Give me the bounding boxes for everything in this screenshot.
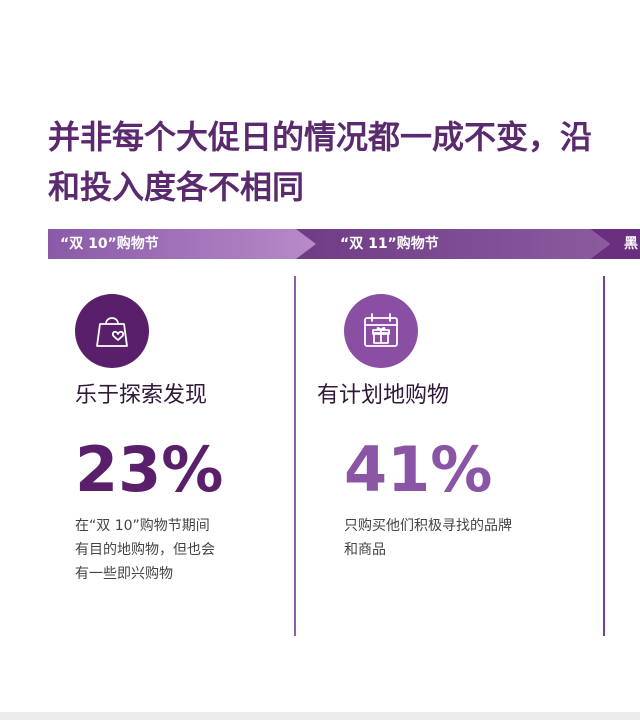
headline-line-1-text: 并非每个大促日的情况都一成不变， <box>48 118 561 156</box>
headline-line-1: 并非每个大促日的情况都一成不变，沿 <box>48 112 640 162</box>
banner-double-10-label: “双 10”购物节 <box>60 236 159 252</box>
column-2-desc-line-1: 只购买他们积极寻找的品牌 <box>344 518 512 534</box>
headline-line-2: 和投入度各不相同 <box>48 168 305 206</box>
banner-double-10: “双 10”购物节 <box>48 229 320 259</box>
column-1-stat: 23% <box>75 433 224 506</box>
column-1-desc-line-2: 有目的地购物，但也会 <box>75 542 215 558</box>
calendar-gift-icon <box>344 294 418 368</box>
headline: 并非每个大促日的情况都一成不变，沿 和投入度各不相同 <box>48 112 640 212</box>
banner-double-11: “双 11”购物节 <box>296 229 610 259</box>
shopping-bag-heart-icon <box>75 294 149 368</box>
column-1-title: 乐于探索发现 <box>75 383 208 408</box>
headline-line-1-cut: 沿 <box>560 118 593 156</box>
column-divider-2 <box>603 276 605 636</box>
column-2-desc-line-2: 和商品 <box>344 542 386 558</box>
banner-double-11-label: “双 11”购物节 <box>340 236 439 252</box>
column-1-desc-line-1: 在“双 10”购物节期间 <box>75 518 210 534</box>
column-2-title: 有计划地购物 <box>317 383 450 408</box>
column-1-desc-line-3: 有一些即兴购物 <box>75 566 173 582</box>
column-divider-1 <box>294 276 296 636</box>
column-2-description: 只购买他们积极寻找的品牌 和商品 <box>344 514 512 562</box>
bottom-bar <box>0 712 640 720</box>
column-1-description: 在“双 10”购物节期间 有目的地购物，但也会 有一些即兴购物 <box>75 514 215 586</box>
banner-black-friday-label: 黑 <box>624 236 638 252</box>
column-2-stat: 41% <box>344 433 493 506</box>
